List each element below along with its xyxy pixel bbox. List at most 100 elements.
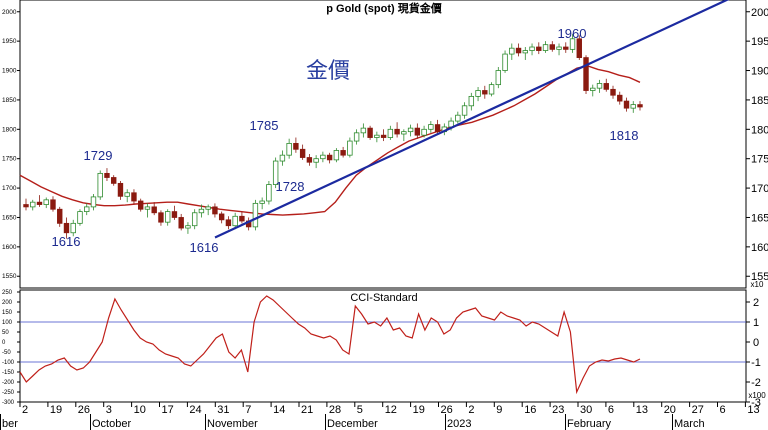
time-axis: 2 19 26 3 10 17 24 31 7 14 21 28 5 12 19 26 2 9 16 23 30 6 13 2…: [0, 401, 760, 430]
candle-body: [401, 131, 407, 135]
price-axis-multiplier: x10: [751, 280, 764, 289]
candle-body: [43, 199, 49, 205]
date-tick-label: 12: [385, 404, 397, 416]
candle-body: [428, 124, 434, 130]
candle-body: [529, 46, 535, 51]
candle-body: [306, 157, 313, 163]
candle-body: [536, 46, 542, 51]
candle-body: [522, 50, 528, 54]
month-label: October: [92, 418, 131, 430]
candle-body: [617, 94, 623, 102]
candle-body: [252, 202, 259, 228]
cci-left-tick-label: 100: [2, 320, 13, 326]
price-left-tick-label: 1900: [2, 68, 17, 75]
candle-body: [549, 44, 555, 50]
date-tick-label: 13: [636, 404, 648, 416]
cci-left-tick-label: 250: [2, 290, 13, 296]
candle-body: [198, 208, 205, 214]
candle-body: [218, 213, 225, 221]
candle-body: [299, 148, 306, 158]
cci-plot-frame: [19, 289, 747, 403]
date-tick-label: 3: [106, 404, 112, 416]
candle-series: [23, 34, 643, 239]
candle-body: [374, 134, 380, 138]
candle-body: [394, 128, 400, 135]
candle-body: [205, 206, 211, 210]
date-tick-label: 17: [162, 404, 174, 416]
candle-body: [434, 124, 441, 133]
price-annotations: 1729 1616 1616 1785 1728 1960 1818: [52, 26, 639, 255]
candle-body: [225, 219, 232, 227]
date-tick-label: 27: [692, 404, 704, 416]
price-annotation: 1818: [610, 128, 639, 143]
month-label: December: [327, 418, 378, 430]
cci-left-tick-label: -50: [2, 350, 11, 356]
date-tick-label: 6: [608, 404, 614, 416]
candle-body: [138, 200, 144, 210]
month-labels: ber October November December 2023 February Ma…: [0, 414, 705, 430]
cci-right-axis: -3 -2 -1 0 1 2: [746, 297, 761, 409]
candle-body: [340, 150, 346, 156]
price-right-tick-label: 160: [751, 242, 768, 254]
date-tick-label: 26: [78, 404, 90, 416]
date-tick-label: 28: [329, 404, 341, 416]
candle-body: [482, 90, 488, 95]
moving-average-series: [19, 65, 641, 216]
price-left-tick-label: 1800: [2, 126, 17, 133]
candle-body: [84, 206, 90, 212]
candle-body: [509, 47, 515, 55]
cci-right-tick-label: -3: [751, 397, 761, 409]
candle-body: [104, 172, 110, 178]
candle-body: [495, 70, 502, 86]
price-left-tick-label: 1950: [2, 38, 17, 45]
candle-body: [637, 104, 643, 108]
price-left-tick-label: 1550: [2, 273, 17, 280]
candle-body: [164, 211, 171, 223]
candle-body: [488, 84, 495, 95]
date-tick-label: 5: [357, 404, 363, 416]
candle-body: [212, 206, 218, 215]
date-tick-label: 2: [468, 404, 474, 416]
price-right-tick-label: 195: [751, 36, 768, 48]
price-annotation: 1785: [250, 118, 279, 133]
cci-title: CCI-Standard: [350, 292, 417, 304]
month-label: ber: [2, 418, 18, 430]
price-right-tick-label: 180: [751, 124, 768, 136]
price-annotation: 1729: [84, 148, 113, 163]
price-left-axis: 1550 1600 1650 1700 1750 1800 1850 1900 1950 2000: [2, 9, 20, 280]
price-left-tick-label: 2000: [2, 9, 17, 16]
moving-average-line: [19, 65, 641, 216]
candle-body: [293, 143, 299, 150]
cci-line: [19, 295, 641, 395]
price-panel: p Gold (spot) 現貨金價 金價 1550 1600 1650 1700 17…: [2, 0, 768, 289]
candle-body: [63, 222, 70, 234]
trendline: [214, 0, 730, 239]
date-tick-label: 10: [134, 404, 146, 416]
date-tick-label: 2: [22, 404, 28, 416]
price-plot-frame: [19, 0, 747, 289]
candle-body: [380, 134, 387, 138]
date-ticks: 2 19 26 3 10 17 24 31 7 14 21 28 5 12 19 26 2 9 16 23 30 6 13 2…: [19, 402, 760, 416]
cci-panel: CCI-Standard -300 -250 -200 -150 -100 -50 0 50 1…: [2, 289, 766, 409]
price-left-tick-label: 1850: [2, 97, 17, 104]
candle-body: [326, 154, 333, 161]
chart-watermark: 金價: [306, 58, 350, 83]
price-left-tick-label: 1650: [2, 214, 17, 221]
date-tick-label: 6: [720, 404, 726, 416]
price-left-tick-label: 1600: [2, 244, 17, 251]
cci-left-tick-label: -100: [2, 360, 15, 366]
candle-body: [367, 127, 373, 138]
candle-body: [279, 154, 286, 162]
chart-title: p Gold (spot) 現貨金價: [326, 1, 442, 15]
candle-body: [353, 132, 360, 142]
candle-body: [185, 225, 191, 229]
candle-body: [333, 150, 340, 161]
candle-body: [515, 47, 522, 54]
candle-body: [320, 154, 326, 160]
date-tick-label: 9: [496, 404, 502, 416]
candle-body: [111, 177, 117, 184]
date-tick-label: 20: [664, 404, 676, 416]
candle-body: [90, 196, 97, 208]
date-tick-label: 16: [524, 404, 536, 416]
